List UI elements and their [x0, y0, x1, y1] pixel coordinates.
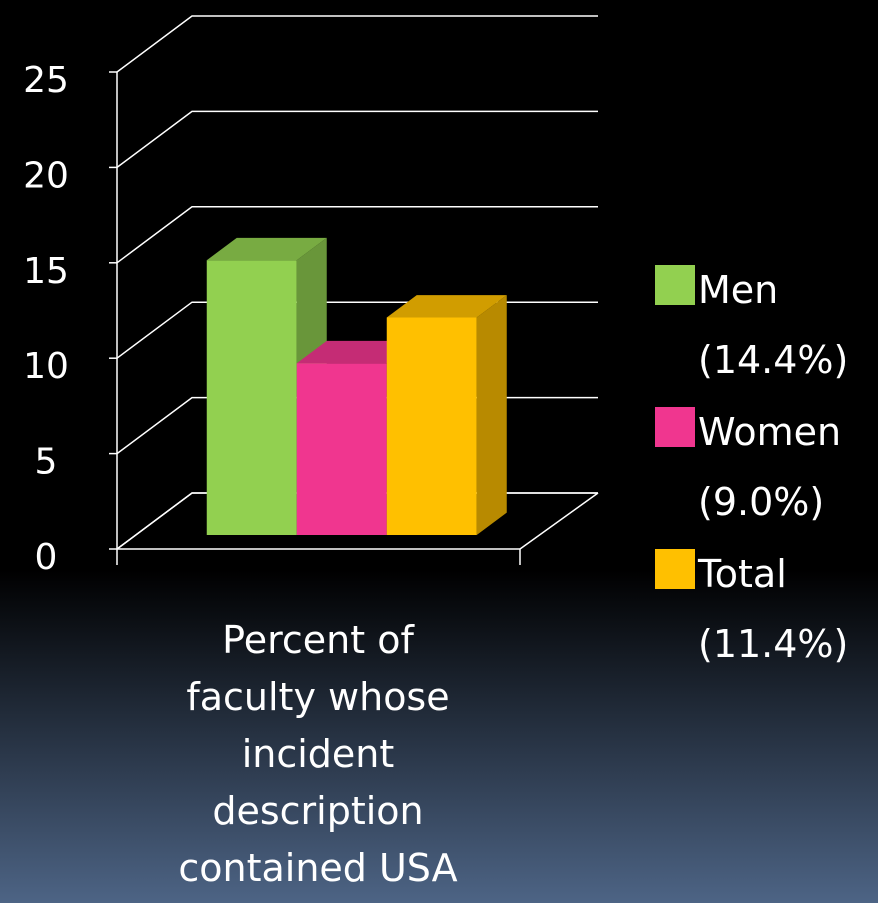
y-tick-label: 10: [23, 346, 69, 387]
legend-entry: Men (14.4%): [655, 255, 875, 397]
legend-swatch: [655, 265, 695, 305]
legend-swatch: [655, 407, 695, 447]
x-category-label: Percent of faculty whose incident descri…: [178, 618, 458, 890]
grid-line: [116, 110, 598, 169]
bar-side: [476, 295, 507, 535]
bar: [296, 363, 387, 535]
legend-swatch: [655, 549, 695, 589]
legend-entry: Total (11.4%): [655, 539, 875, 681]
floor-edge: [519, 492, 599, 550]
bar: [386, 317, 477, 535]
legend: Men (14.4%) Women (9.0%) Total (11.4%): [655, 255, 875, 681]
y-tick-label: 5: [35, 442, 58, 483]
legend-label: Men (14.4%): [698, 268, 849, 382]
grid-line: [116, 206, 598, 264]
y-tick-label: 15: [23, 251, 69, 292]
grid-line: [116, 15, 598, 73]
y-tick-label: 25: [23, 60, 69, 101]
legend-entry: Women (9.0%): [655, 397, 875, 539]
y-tick-label: 0: [35, 537, 58, 578]
bar: [206, 260, 297, 535]
bar-top: [386, 295, 507, 318]
y-tick-label: 20: [23, 155, 69, 196]
legend-label: Women (9.0%): [698, 410, 842, 524]
legend-label: Total (11.4%): [698, 552, 849, 666]
bar-top: [206, 237, 327, 261]
